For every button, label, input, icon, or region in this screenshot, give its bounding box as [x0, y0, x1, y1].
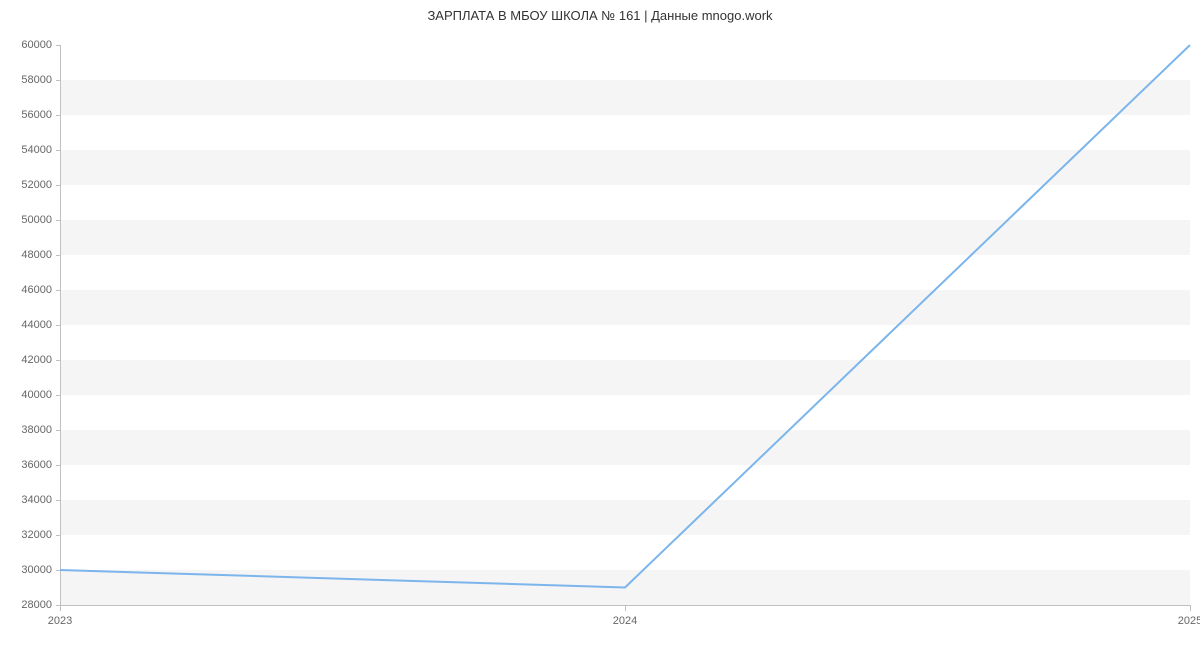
y-tick-label: 40000: [21, 389, 52, 401]
y-tick-label: 36000: [21, 459, 52, 471]
y-tick-label: 44000: [21, 319, 52, 331]
x-tick-label: 2023: [48, 615, 72, 627]
x-tick: [625, 605, 626, 611]
y-tick-label: 58000: [21, 74, 52, 86]
series-line-salary: [60, 45, 1190, 588]
y-tick-label: 38000: [21, 424, 52, 436]
y-tick-label: 42000: [21, 354, 52, 366]
x-tick-label: 2024: [613, 615, 637, 627]
plot-area: 2800030000320003400036000380004000042000…: [60, 45, 1190, 605]
y-tick-label: 46000: [21, 284, 52, 296]
chart-title: ЗАРПЛАТА В МБОУ ШКОЛА № 161 | Данные mno…: [0, 8, 1200, 23]
y-tick-label: 56000: [21, 109, 52, 121]
y-tick-label: 32000: [21, 529, 52, 541]
y-tick-label: 54000: [21, 144, 52, 156]
y-tick-label: 50000: [21, 214, 52, 226]
y-tick-label: 52000: [21, 179, 52, 191]
salary-line-chart: ЗАРПЛАТА В МБОУ ШКОЛА № 161 | Данные mno…: [0, 0, 1200, 650]
x-tick: [1190, 605, 1191, 611]
y-tick-label: 48000: [21, 249, 52, 261]
x-tick: [60, 605, 61, 611]
x-tick-label: 2025: [1178, 615, 1200, 627]
y-tick-label: 28000: [21, 599, 52, 611]
y-tick-label: 30000: [21, 564, 52, 576]
series-layer: [60, 45, 1190, 605]
y-tick-label: 34000: [21, 494, 52, 506]
y-tick-label: 60000: [21, 39, 52, 51]
